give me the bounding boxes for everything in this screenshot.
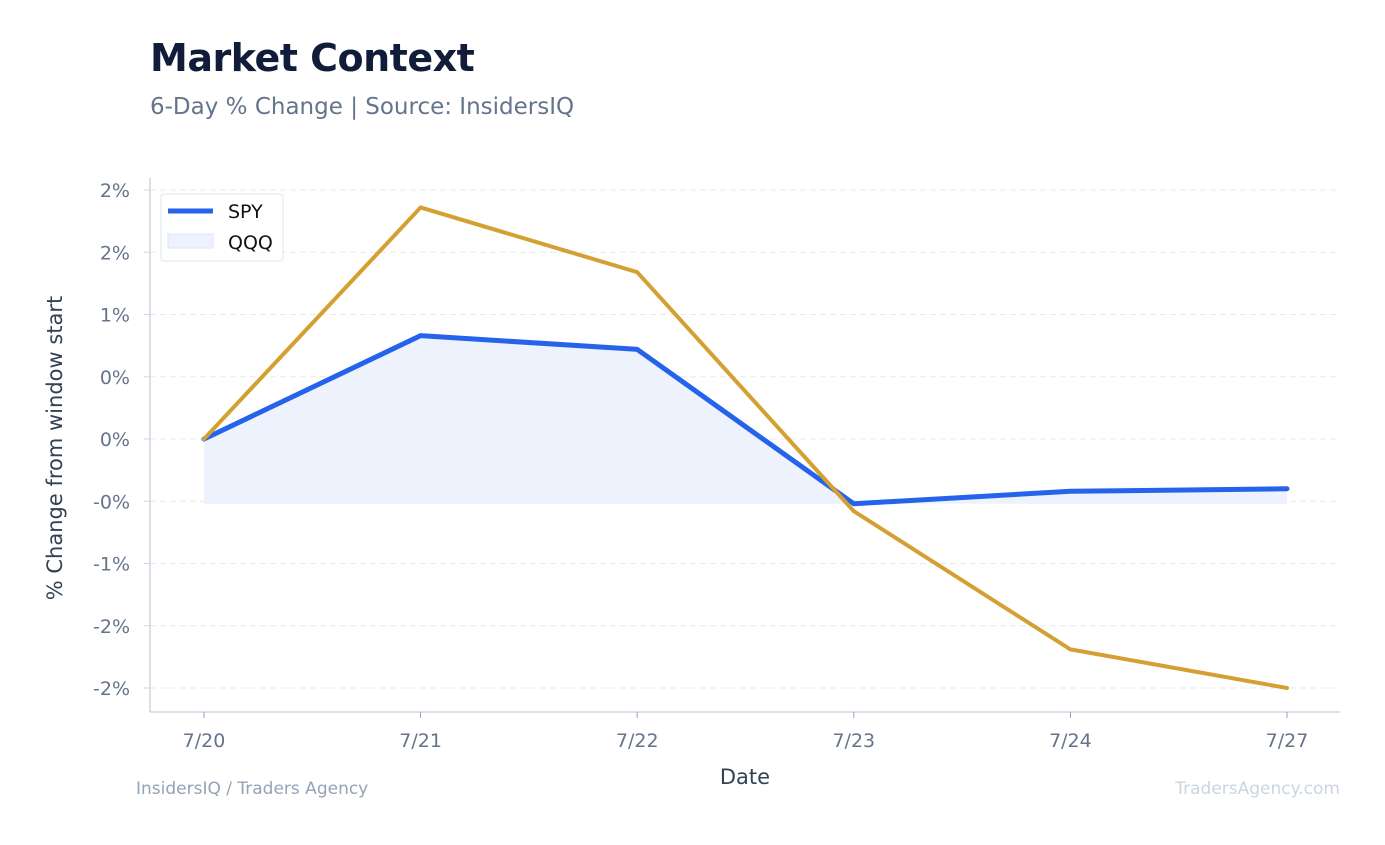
legend: SPY QQQ [160, 193, 284, 262]
x-tick-label: 7/21 [399, 730, 442, 752]
y-tick-label: 0% [100, 367, 130, 389]
x-tick-label: 7/22 [616, 730, 659, 752]
series-area-spy [204, 335, 1287, 504]
x-axis-ticks: 7/20 7/21 7/22 7/23 7/24 7/27 [183, 712, 1309, 752]
legend-label-spy: SPY [228, 201, 263, 223]
legend-label-qqq: QQQ [228, 232, 273, 254]
y-tick-label: 0% [100, 429, 130, 451]
y-tick-label: -1% [93, 554, 130, 576]
x-axis-label: Date [720, 765, 770, 789]
y-tick-label: 2% [100, 242, 130, 264]
x-tick-label: 7/23 [832, 730, 875, 752]
y-axis-ticks: 2% 2% 1% 0% 0% -0% -1% -2% -2% [93, 180, 150, 700]
x-tick-label: 7/27 [1266, 730, 1309, 752]
y-axis-label: % Change from window start [43, 296, 67, 601]
y-tick-label: -2% [93, 616, 130, 638]
y-tick-label: -0% [93, 491, 130, 513]
y-tick-label: 1% [100, 305, 130, 327]
series-line-qqq [202, 205, 1289, 690]
axes [149, 178, 1340, 713]
chart-title: Market Context [150, 36, 475, 80]
y-tick-label: -2% [93, 678, 130, 700]
footer-credit: InsidersIQ / Traders Agency [136, 779, 369, 799]
footer-watermark: TradersAgency.com [1175, 779, 1340, 799]
legend-swatch-qqq [167, 233, 214, 249]
chart-subtitle: 6-Day % Change | Source: InsidersIQ [150, 94, 575, 120]
series-lines [201, 205, 1290, 690]
x-tick-label: 7/24 [1049, 730, 1092, 752]
area-fill-layer [204, 335, 1287, 504]
y-tick-label: 2% [100, 180, 130, 202]
series-line-spy [201, 333, 1290, 507]
x-tick-label: 7/20 [183, 730, 226, 752]
